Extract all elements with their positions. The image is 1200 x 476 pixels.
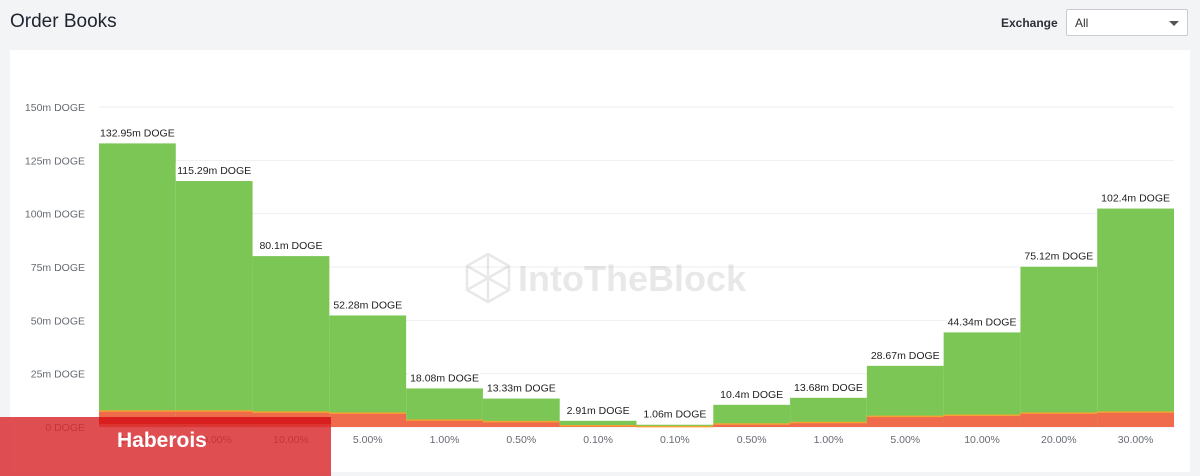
y-tick-label: 100m DOGE: [25, 209, 85, 221]
data-label: 44.34m DOGE: [948, 316, 1017, 328]
data-label: 10.4m DOGE: [720, 389, 783, 401]
y-tick-label: 25m DOGE: [31, 369, 85, 381]
order-bar: [329, 315, 407, 427]
data-label: 80.1m DOGE: [259, 240, 322, 252]
x-tick-label: 1.00%: [814, 434, 844, 446]
data-label: 13.68m DOGE: [794, 382, 863, 394]
intotheblock-watermark: IntoTheBlock: [465, 252, 747, 304]
x-tick-label: 5.00%: [353, 434, 383, 446]
data-label-bg: [946, 314, 1018, 329]
x-tick-label: 20.00%: [1041, 434, 1077, 446]
order-bar: [252, 256, 330, 427]
data-label: 1.06m DOGE: [643, 409, 706, 421]
ask-overlay-bar: [790, 422, 867, 427]
x-tick-label: 0.10%: [583, 434, 613, 446]
x-tick-label: 30.00%: [1118, 434, 1154, 446]
exchange-label: Exchange: [1001, 16, 1058, 30]
exchange-select[interactable]: All: [1066, 9, 1188, 36]
data-label: 52.28m DOGE: [333, 299, 402, 311]
order-bar: [559, 420, 637, 427]
data-label-bg: [793, 379, 864, 394]
data-label-bg: [1100, 190, 1172, 205]
chevron-down-icon: [1169, 21, 1179, 26]
y-tick-label: 75m DOGE: [31, 262, 85, 274]
order-bar: [175, 181, 253, 427]
data-label-bg: [869, 347, 941, 362]
x-tick-label: 0.10%: [660, 434, 690, 446]
ask-overlay-bar: [866, 416, 944, 427]
data-label-bg: [98, 125, 176, 140]
order-bar: [99, 143, 176, 427]
order-bar: [943, 332, 1021, 427]
x-tick-label: 10.00%: [964, 434, 1000, 446]
data-label-bg: [565, 402, 631, 417]
ask-overlay-bar: [713, 424, 791, 427]
ask-overlay-bar: [329, 413, 407, 427]
y-tick-label: 125m DOGE: [25, 155, 85, 167]
data-label-bg: [485, 380, 557, 395]
x-tick-label: 0.50%: [737, 434, 767, 446]
data-label: 75.12m DOGE: [1024, 251, 1093, 263]
overlay-text: Haberois: [117, 429, 207, 452]
overlay-bar: [99, 417, 331, 424]
x-tick-label: 0.50%: [506, 434, 536, 446]
data-label: 102.4m DOGE: [1101, 193, 1170, 205]
ask-overlay-bar: [482, 421, 560, 427]
data-label: 115.29m DOGE: [177, 165, 251, 177]
order-bar: [713, 404, 791, 427]
data-label-bg: [175, 163, 253, 178]
data-label-bg: [258, 238, 324, 253]
data-label: 2.91m DOGE: [567, 405, 630, 417]
data-label-bg: [409, 370, 480, 385]
ask-overlay-bar: [943, 415, 1021, 427]
data-label: 28.67m DOGE: [871, 350, 940, 362]
data-label-bg: [332, 297, 404, 312]
data-label-bg: [719, 386, 785, 401]
ask-overlay-bar: [406, 420, 483, 427]
x-tick-label: 1.00%: [430, 434, 460, 446]
ask-overlay-bar: [1097, 412, 1174, 427]
watermark-text: IntoTheBlock: [518, 258, 747, 299]
x-tick-label: 5.00%: [890, 434, 920, 446]
y-tick-label: 50m DOGE: [31, 315, 85, 327]
data-label-bg: [642, 406, 708, 421]
intotheblock-logo-icon: [465, 252, 511, 304]
haberois-overlay: Haberois: [0, 417, 331, 476]
order-bar: [1020, 266, 1098, 427]
y-tick-label: 150m DOGE: [25, 102, 85, 114]
data-label: 18.08m DOGE: [410, 372, 479, 384]
data-label: 132.95m DOGE: [100, 127, 175, 139]
page-title: Order Books: [10, 11, 117, 32]
data-label-bg: [1023, 248, 1095, 263]
data-label: 13.33m DOGE: [487, 383, 556, 395]
order-bar: [1097, 208, 1174, 427]
ask-overlay-bar: [1020, 413, 1098, 427]
exchange-select-value: All: [1075, 16, 1089, 30]
